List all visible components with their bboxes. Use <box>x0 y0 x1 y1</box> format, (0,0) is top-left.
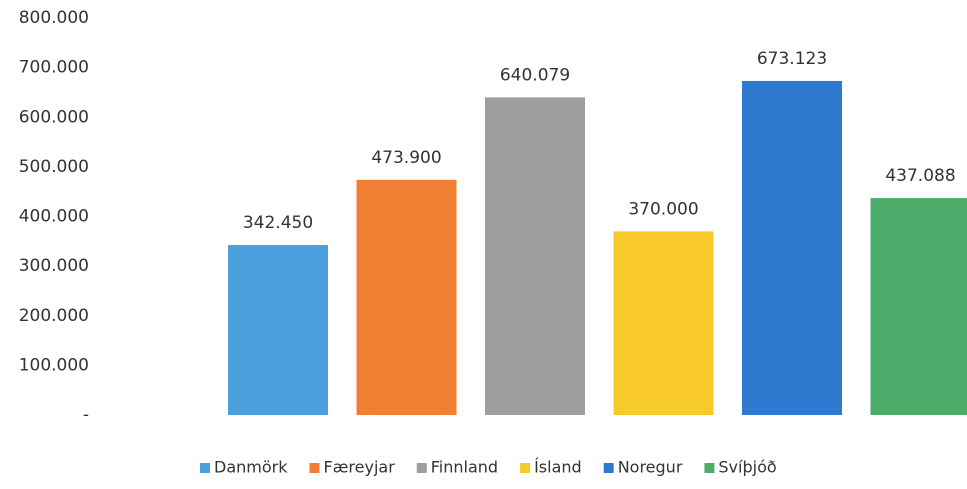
legend-label: Færeyjar <box>323 458 395 477</box>
legend-swatch <box>416 463 427 473</box>
legend-label: Finnland <box>431 458 498 477</box>
legend-swatch <box>704 463 715 473</box>
legend-swatch <box>200 463 210 473</box>
data-label: 673.123 <box>757 49 827 69</box>
legend-swatch <box>520 463 531 473</box>
data-label: 370.000 <box>628 199 698 219</box>
y-tick-label: 800.000 <box>19 8 89 28</box>
data-label: 437.088 <box>885 166 955 186</box>
legend-label: Svíþjóð <box>718 458 776 477</box>
y-tick-label: 200.000 <box>19 306 89 326</box>
data-label: 342.450 <box>243 213 313 233</box>
y-tick-label: - <box>83 405 89 425</box>
bar <box>613 231 714 415</box>
y-tick-label: 100.000 <box>19 355 89 375</box>
y-tick-label: 700.000 <box>19 58 89 78</box>
legend-label: Noregur <box>618 458 683 477</box>
data-label: 640.079 <box>500 65 570 85</box>
legend-label: Ísland <box>534 458 582 477</box>
legend-swatch <box>603 463 614 473</box>
y-tick-label: 400.000 <box>19 207 89 227</box>
bar <box>228 245 328 415</box>
data-label: 473.900 <box>371 148 441 168</box>
legend-label: Danmörk <box>214 458 288 477</box>
legend-swatch <box>309 463 320 473</box>
y-tick-label: 600.000 <box>19 107 89 127</box>
y-tick-label: 500.000 <box>19 157 89 177</box>
bar <box>356 179 457 415</box>
bar <box>742 80 842 415</box>
y-tick-label: 300.000 <box>19 256 89 276</box>
bar <box>870 198 967 415</box>
bar <box>485 97 585 416</box>
